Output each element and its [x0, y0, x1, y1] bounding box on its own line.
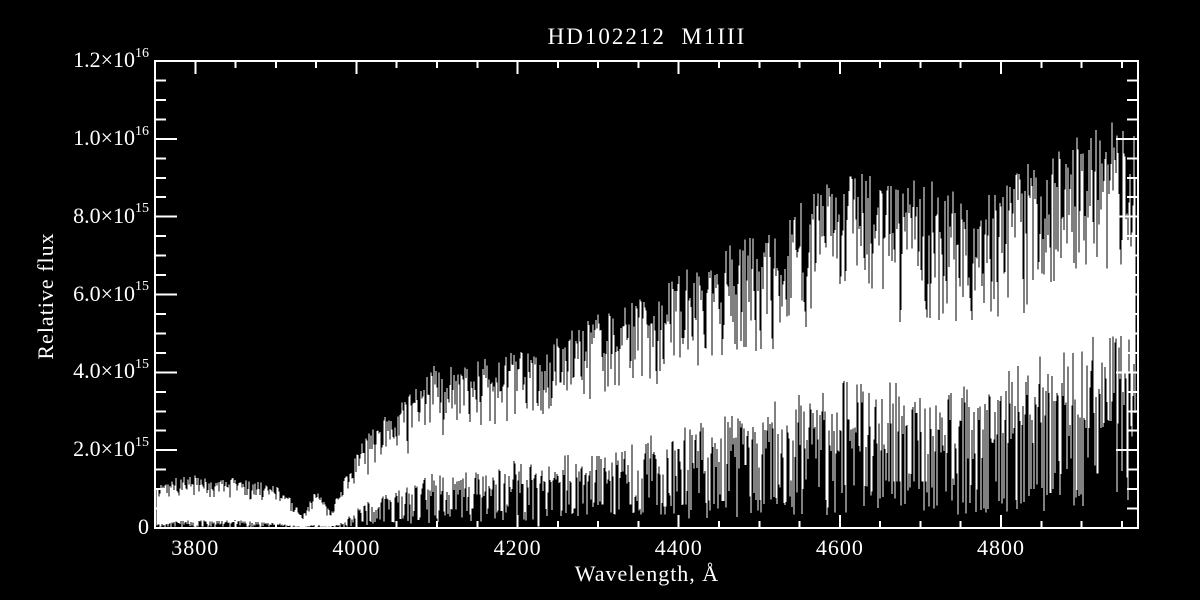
chart-title: HD102212 M1III [547, 24, 747, 49]
y-tick-label: 0 [138, 514, 149, 539]
x-tick-label: 4200 [493, 535, 542, 560]
x-tick-label: 4000 [332, 535, 381, 560]
y-tick-label: 6.0×1015 [73, 279, 149, 306]
axis-ticks [155, 61, 1138, 528]
y-tick-label: 4.0×1015 [73, 357, 149, 384]
y-tick-label: 1.0×1016 [73, 123, 149, 150]
y-tick-label: 8.0×1015 [73, 201, 149, 228]
x-tick-label: 4600 [815, 535, 864, 560]
y-tick-label: 1.2×1016 [73, 45, 149, 72]
x-tick-label: 4800 [977, 535, 1026, 560]
x-tick-label: 4400 [654, 535, 703, 560]
spectrum-trace [156, 122, 1136, 528]
y-tick-label: 2.0×1015 [73, 434, 149, 462]
x-tick-label: 3800 [171, 535, 220, 560]
x-axis-title: Wavelength, Å [574, 561, 720, 586]
